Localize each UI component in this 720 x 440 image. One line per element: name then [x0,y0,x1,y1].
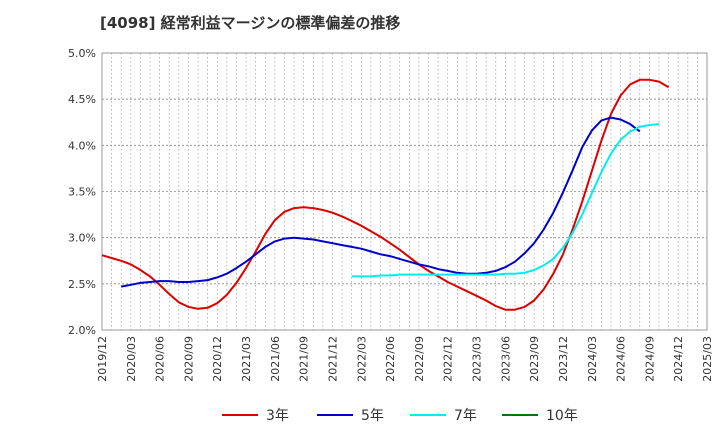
y-tick-label: 4.5% [68,93,96,106]
legend-swatch [317,414,353,416]
legend-item: 7年 [410,404,477,426]
x-tick-label: 2022/06 [384,336,397,382]
legend-label: 3年 [266,408,289,424]
y-tick-label: 3.0% [68,232,96,245]
legend-label: 5年 [361,408,384,424]
x-tick-label: 2024/03 [586,336,599,382]
x-tick-label: 2021/06 [269,336,282,382]
legend-swatch [222,414,258,416]
x-tick-label: 2021/12 [326,336,339,382]
series-lines [101,78,670,311]
x-tick-label: 2022/09 [413,336,426,382]
x-tick-label: 2023/12 [557,336,570,382]
y-tick-label: 2.0% [68,324,96,337]
x-tick-label: 2024/12 [672,336,685,382]
x-tick-label: 2023/06 [499,336,512,382]
x-tick-label: 2020/06 [154,336,167,382]
plot-area [101,52,708,331]
chart-title: [4098] 経常利益マージンの標準偏差の推移 [100,14,401,32]
x-tick-label: 2020/12 [211,336,224,382]
x-tick-label: 2021/09 [298,336,311,382]
x-tick-label: 2019/12 [96,336,109,382]
x-tick-label: 2020/03 [125,336,138,382]
x-tick-label: 2020/09 [182,336,195,382]
grid [102,53,707,330]
series-line [351,123,660,278]
y-tick-label: 4.0% [68,139,96,152]
x-tick-label: 2023/09 [528,336,541,382]
x-tick-label: 2021/03 [240,336,253,382]
y-axis: 2.0% 2.5% 3.0% 3.5% 4.0% 4.5% 5.0% [68,47,96,337]
legend-item: 3年 [222,404,289,426]
x-tick-label: 2023/03 [471,336,484,382]
y-tick-label: 5.0% [68,47,96,60]
legend-item: 10年 [502,404,578,426]
x-axis: 2019/12 2020/03 2020/06 2020/09 2020/12 2021/… [96,336,714,382]
x-tick-label: 2024/09 [643,336,656,382]
series-line [121,116,641,288]
x-tick-label: 2025/03 [701,336,714,382]
legend: 3年 5年 7年 10年 [0,404,720,428]
legend-label: 7年 [454,408,477,424]
x-tick-label: 2024/06 [615,336,628,382]
x-tick-label: 2022/03 [355,336,368,382]
series-line [101,78,670,311]
legend-item: 5年 [317,404,384,426]
x-tick-label: 2022/12 [442,336,455,382]
legend-swatch [410,414,446,416]
y-tick-label: 3.5% [68,186,96,199]
legend-label: 10年 [546,408,578,424]
y-tick-label: 2.5% [68,278,96,291]
legend-swatch [502,414,538,416]
